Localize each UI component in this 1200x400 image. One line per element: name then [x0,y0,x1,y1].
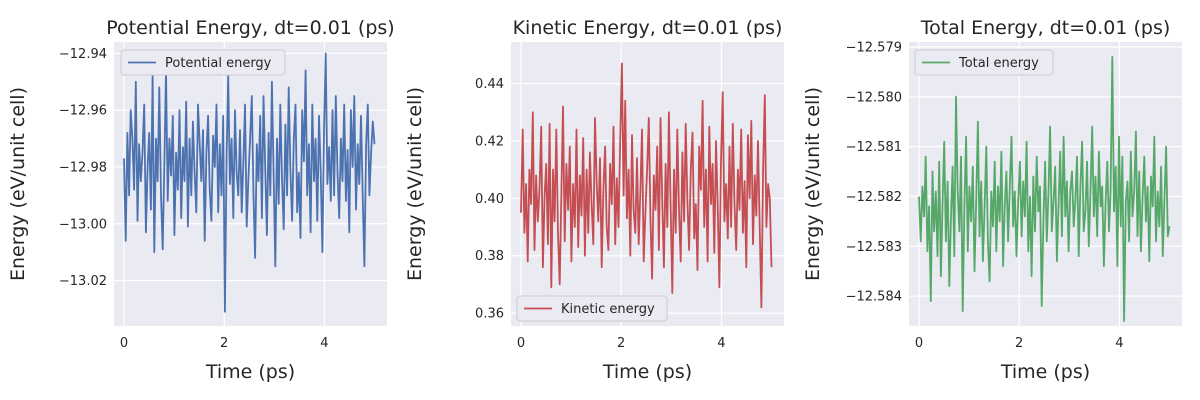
x-tick-label: 4 [1115,336,1123,351]
y-tick-label: 0.44 [475,77,504,92]
x-tick-label: 2 [617,336,625,351]
legend-box [914,49,1054,76]
y-tick-label: 0.40 [475,192,504,207]
chart-title: Potential Energy, dt=0.01 (ps) [106,17,394,39]
chart-title: Kinetic Energy, dt=0.01 (ps) [513,17,783,39]
y-tick-label: 0.36 [475,307,504,322]
y-tick-label: −12.582 [846,190,902,205]
x-tick-label: 2 [220,336,228,351]
y-axis-label: Energy (eV/unit cell) [404,87,426,281]
y-tick-label: −12.581 [846,140,902,155]
y-tick-label: −12.579 [846,40,902,55]
legend-label: Kinetic energy [561,302,655,317]
y-tick-label: −12.98 [59,160,107,175]
y-tick-label: −12.94 [59,47,107,62]
y-axis-label: Energy (eV/unit cell) [7,87,29,281]
series-line-1 [918,56,1171,322]
legend: Total energy [914,49,1054,76]
x-tick-label: 0 [517,336,525,351]
x-tick-label: 4 [320,336,328,351]
x-axis-label: Time (ps) [602,361,692,383]
y-tick-label: 0.42 [475,134,504,149]
x-axis-label: Time (ps) [1000,361,1090,383]
chart-title: Total Energy, dt=0.01 (ps) [920,17,1171,39]
y-tick-label: −12.583 [846,240,902,255]
series-line-1 [123,52,376,313]
legend: Potential energy [120,49,286,76]
legend-box [120,49,286,76]
legend-label: Potential energy [165,56,272,71]
y-axis-label: Energy (eV/unit cell) [802,87,824,281]
y-tick-label: −12.96 [59,104,107,119]
series-line-1 [520,62,773,309]
y-tick-label: 0.38 [475,249,504,264]
legend-label: Total energy [958,56,1039,71]
y-tick-label: −12.580 [846,90,902,105]
y-tick-label: −12.584 [846,290,902,305]
y-tick-label: −13.00 [59,217,107,232]
x-tick-label: 0 [120,336,128,351]
x-tick-label: 0 [915,336,923,351]
y-tick-label: −13.02 [59,274,107,289]
legend: Kinetic energy [516,295,668,322]
x-axis-label: Time (ps) [205,361,295,383]
x-tick-label: 2 [1015,336,1023,351]
chart-panel-3: 0 2 4 −12.584 −12.583 −12.582 −12.581 −12.580 −1… [802,17,1182,383]
chart-panel-2: 0 2 4 0.36 0.38 0.40 0.42 0.44 Kinetic Energy, d… [404,17,784,383]
chart-panel-1: 0 2 4 −13.02 −13.00 −12.98 −12.96 −12.94 Potenti… [7,17,395,383]
x-tick-label: 4 [717,336,725,351]
legend-box [516,295,668,322]
